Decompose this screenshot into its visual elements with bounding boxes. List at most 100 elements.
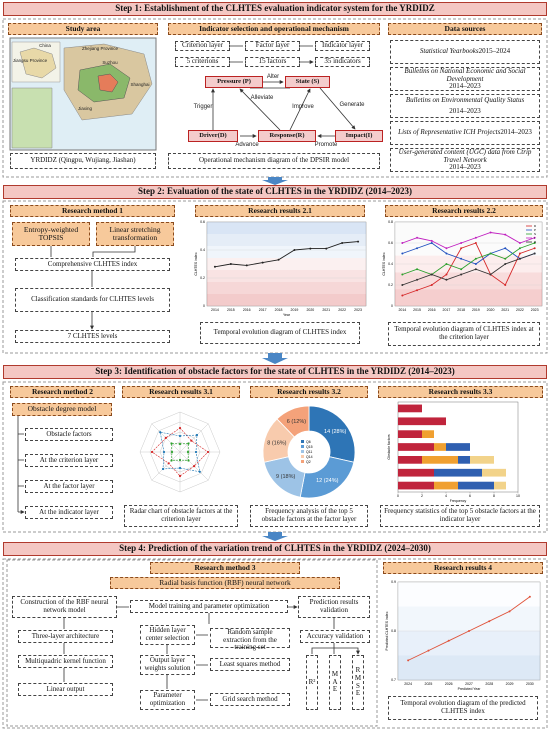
bar-segment <box>398 417 446 426</box>
x-tick-label: 8 <box>493 494 495 498</box>
method-step: Three-layer architecture <box>18 630 113 643</box>
data-point <box>518 257 521 260</box>
radar-point <box>162 450 166 454</box>
source-text: 2014–2023 <box>449 163 481 172</box>
data-point <box>460 242 463 244</box>
data-point <box>460 273 463 276</box>
connectors <box>17 45 358 701</box>
x-tick-label: 2020 <box>487 308 495 312</box>
level-band <box>207 246 366 258</box>
data-point <box>401 294 404 297</box>
caption: Frequency analysis of the top 5 obstacle… <box>250 505 368 527</box>
radar-point <box>161 467 165 471</box>
data-line <box>402 253 535 286</box>
data-point <box>401 242 404 244</box>
x-tick-label: 2017 <box>443 308 451 312</box>
map-label: Shanghai <box>130 82 149 87</box>
slice-label: 9 (18%) <box>276 474 295 480</box>
dpsir-node: Impact(I) <box>335 130 383 142</box>
radar-point <box>178 434 182 438</box>
data-point <box>518 252 521 255</box>
caption: Temporal evolution diagram of CLHTES ind… <box>200 322 360 344</box>
data-point <box>489 231 492 234</box>
source-text: 2014–2023 <box>449 106 481 115</box>
data-point <box>504 233 507 236</box>
source-text: Lists of Representative ICH Projects <box>398 128 501 137</box>
y-tick-label: 0.2 <box>200 276 205 280</box>
bar-segment <box>434 443 446 451</box>
data-point <box>533 247 536 250</box>
layer-box: Indicator layer <box>315 41 370 51</box>
bar-segment <box>470 456 494 464</box>
method-step: Multiquadric kernel function <box>18 655 113 668</box>
method-step: 7 CLHTES levels <box>15 330 170 343</box>
data-point <box>309 247 312 250</box>
level-band <box>395 272 542 290</box>
x-tick-label: 2014 <box>211 308 219 312</box>
x-tick-label: 2016 <box>243 308 251 312</box>
radar-point <box>186 450 190 454</box>
radar-point <box>187 442 190 445</box>
data-source: Bulletins on Environmental Quality Statu… <box>390 94 540 118</box>
training-method: Random sample extraction from the traini… <box>210 628 290 651</box>
data-point <box>357 240 360 243</box>
data-point <box>325 247 328 250</box>
data-point <box>474 263 477 265</box>
data-point <box>468 630 470 632</box>
data-point <box>460 268 463 271</box>
training-step: Output layer weights solution <box>140 655 195 675</box>
x-tick-label: 2025 <box>425 682 433 686</box>
legend-swatch <box>301 455 304 458</box>
source-text: Bulletins on National Economic and Socia… <box>404 67 526 83</box>
data-point <box>518 247 521 250</box>
bar-segment <box>398 468 434 477</box>
x-tick-label: 10 <box>516 494 520 498</box>
x-tick-label: 2030 <box>526 682 534 686</box>
x-axis-label: Year <box>283 313 291 317</box>
radar-axis <box>179 423 209 453</box>
data-point <box>533 236 536 239</box>
data-point <box>445 252 448 255</box>
data-point <box>445 247 448 250</box>
bar-segment <box>398 404 422 413</box>
data-point <box>430 284 433 286</box>
dpsir-node: State (S) <box>285 76 330 88</box>
x-tick-label: 2026 <box>445 682 453 686</box>
slice-label: 6 (12%) <box>287 419 306 425</box>
method-step: Comprehensive CLHTES index <box>15 258 170 271</box>
radar-point <box>170 450 174 454</box>
source-text: Bulletins on Environmental Quality Statu… <box>405 95 525 104</box>
x-axis-label: Predicted Year <box>458 687 482 691</box>
training-method: Grid search method <box>210 693 290 706</box>
data-point <box>474 268 477 271</box>
section-heading: Research results 3.2 <box>250 386 368 398</box>
y-tick-label: 0 <box>203 304 205 308</box>
legend-label: Q15 <box>306 445 313 449</box>
data-point <box>416 236 419 239</box>
x-tick-label: 2027 <box>465 682 473 686</box>
data-point <box>474 257 477 260</box>
layer-box: Criterion layer <box>175 41 230 51</box>
data-source: Statistical Yearbooks 2015–2024 <box>390 40 540 64</box>
level-band <box>398 631 540 656</box>
bar-segment <box>398 430 422 438</box>
level-band <box>207 270 366 282</box>
legend-label: I <box>534 236 535 240</box>
data-point <box>504 247 507 250</box>
section-heading: Research results 2.2 <box>385 205 543 217</box>
legend-swatch <box>301 445 304 448</box>
radar-series <box>151 427 209 477</box>
bar-segment <box>494 481 506 490</box>
level-band <box>395 222 542 239</box>
data-point <box>416 289 419 292</box>
x-tick-label: 2015 <box>413 308 421 312</box>
legend-label: Q14 <box>306 455 313 459</box>
donut-slice <box>276 405 310 438</box>
data-point <box>407 659 410 662</box>
level-band <box>207 234 366 246</box>
bar-segment <box>398 443 434 451</box>
radar-point <box>178 458 182 462</box>
x-tick-label: 2 <box>421 494 423 498</box>
